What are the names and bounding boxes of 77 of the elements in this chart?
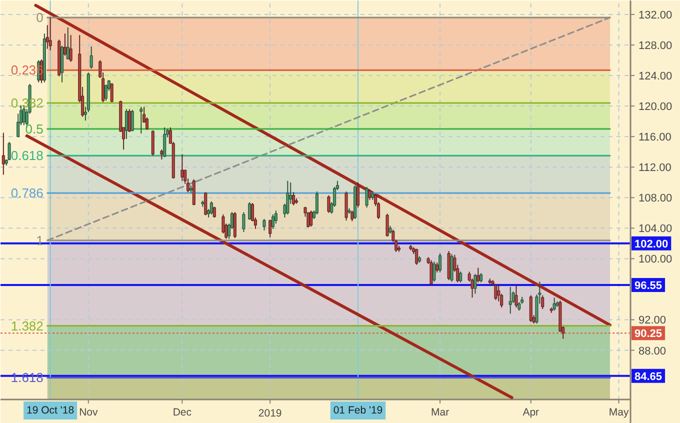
ref-line-label: 90.25 (634, 328, 662, 340)
candlestick (514, 284, 518, 308)
ref-line-label: 96.55 (634, 280, 662, 292)
y-tick-label: 128.00 (638, 40, 672, 52)
candlestick (327, 194, 330, 214)
series-label: 1.382 (10, 318, 44, 334)
candlestick (436, 262, 439, 273)
candlestick (494, 283, 498, 300)
candlestick (242, 212, 246, 232)
candlestick (474, 273, 477, 294)
candlestick (180, 154, 184, 182)
candlestick (104, 84, 108, 102)
candlestick (552, 297, 556, 312)
y-tick-label: 116.00 (638, 132, 672, 144)
candlestick (151, 130, 154, 156)
ref-line-label: 01 Feb '19 (333, 404, 383, 416)
candlestick (130, 109, 134, 132)
candlestick (480, 272, 483, 283)
y-tick-label: 100.00 (638, 254, 672, 266)
candlestick (262, 218, 266, 231)
candlestick (248, 202, 252, 220)
series-label: 0 (36, 10, 44, 26)
candlestick (163, 126, 166, 158)
candlestick (315, 191, 318, 215)
x-tick-label: Nov (79, 406, 98, 418)
candlestick (160, 149, 164, 160)
candlestick (124, 108, 128, 140)
candlestick (356, 182, 360, 208)
ref-line-label: 19 Oct '18 (26, 404, 74, 416)
ref-line-label: 102.00 (634, 238, 668, 250)
y-tick-label: 124.00 (638, 70, 672, 83)
candlestick (233, 212, 236, 239)
candlestick (110, 82, 114, 103)
x-tick-label: Mar (430, 406, 450, 418)
series-label: 0.5 (25, 121, 44, 136)
candlestick (350, 210, 354, 222)
y-tick-label: 112.00 (638, 162, 672, 174)
candlestick (128, 108, 131, 132)
y-tick-label: 92.00 (638, 314, 666, 327)
x-tick-label: Apr (522, 406, 540, 418)
x-tick-label: 2019 (258, 408, 282, 420)
candlestick (292, 192, 296, 206)
candlestick (476, 267, 480, 283)
candlestick (430, 260, 433, 286)
candlestick (438, 252, 442, 273)
candlestick (450, 254, 454, 282)
candlestick (529, 294, 532, 323)
candlestick (210, 200, 213, 215)
candlestick (365, 186, 368, 208)
candlestick (48, 17, 52, 51)
candlestick (368, 188, 372, 200)
x-tick-label: Dec (172, 406, 192, 418)
candlestick (192, 178, 196, 206)
candlestick (271, 214, 275, 230)
candlestick (508, 286, 512, 314)
y-tick-label: 88.00 (638, 345, 666, 358)
series-label: 0.618 (10, 148, 44, 164)
ref-line-label: 84.65 (634, 370, 662, 383)
candlestick (90, 46, 93, 70)
y-tick-label: 132.00 (638, 9, 672, 22)
y-tick-label: 104.00 (638, 223, 672, 236)
candlestick (310, 210, 313, 228)
y-tick-label: 120.00 (638, 101, 672, 114)
candlestick (432, 261, 436, 282)
y-tick-label: 108.00 (638, 192, 672, 205)
candlestick (66, 26, 70, 60)
x-tick-label: May (608, 406, 630, 418)
series-label: 0.786 (10, 186, 44, 201)
candlestick (386, 213, 389, 238)
candlestick (541, 294, 544, 310)
candlestick (286, 180, 290, 215)
candlestick (69, 34, 72, 62)
candlestick (63, 33, 66, 56)
candlestick (415, 248, 418, 266)
candlestick (268, 219, 272, 238)
candlestick (2, 132, 5, 176)
candlestick (459, 271, 462, 283)
